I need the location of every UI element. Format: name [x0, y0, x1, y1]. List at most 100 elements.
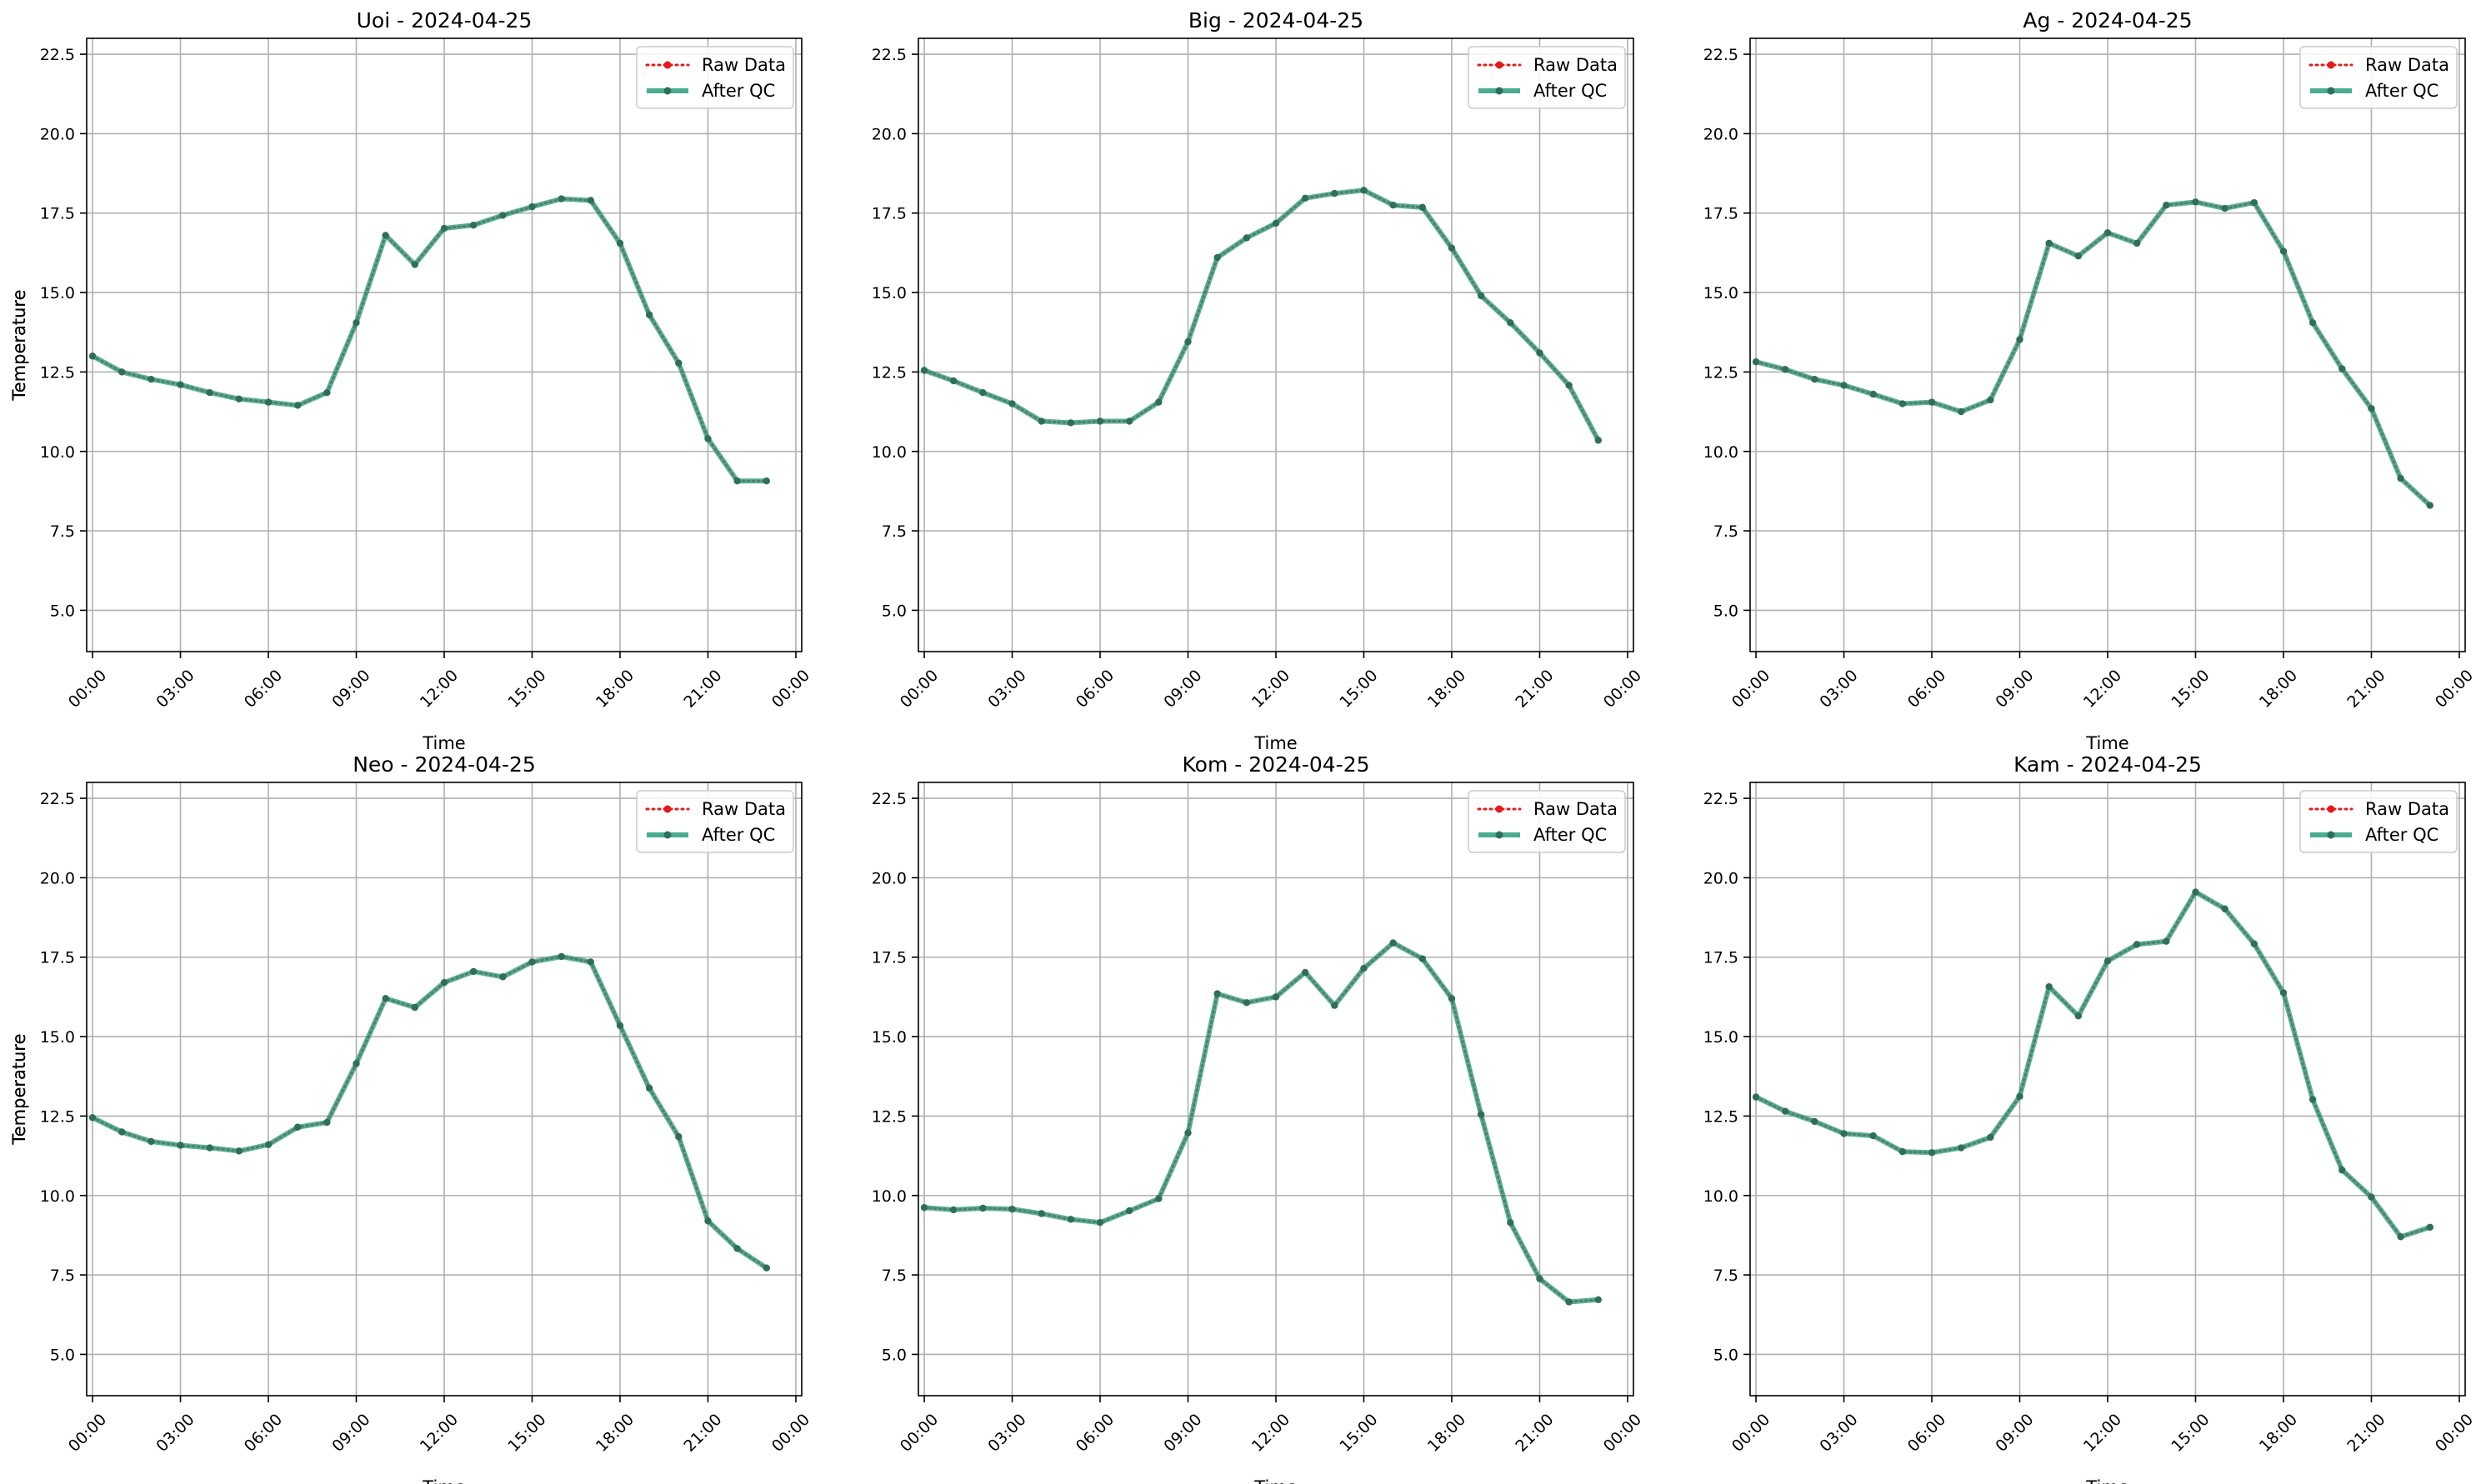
subplot-6: 00:00 03:00 06:00 09:00 12:00 15:00 18:00 21:00… — [9, 752, 2477, 1484]
y-tick-label: 12.5 — [872, 1107, 907, 1126]
after-qc-point — [645, 311, 653, 318]
after-qc-point — [1957, 1144, 1965, 1152]
after-qc-point — [1008, 1205, 1016, 1213]
after-qc-point — [558, 195, 565, 202]
after-qc-point — [1536, 1275, 1543, 1282]
after-qc-point — [1125, 1207, 1133, 1215]
legend-raw-marker — [1495, 805, 1503, 813]
x-tick-label: 09:00 — [328, 667, 373, 712]
x-tick-label: 00:00 — [1728, 667, 1773, 712]
after-qc-point — [235, 1147, 243, 1155]
after-qc-point — [440, 224, 448, 232]
legend-raw-marker — [1495, 61, 1503, 69]
legend-raw-label: Raw Data — [1533, 799, 1618, 819]
after-qc-point — [2192, 888, 2199, 896]
x-tick-label: 06:00 — [1073, 1411, 1118, 1456]
after-qc-point — [1781, 1107, 1789, 1115]
after-qc-point — [979, 1204, 987, 1212]
after-qc-point — [2016, 1092, 2023, 1100]
after-qc-point — [2045, 983, 2053, 991]
x-tick-label: 15:00 — [504, 667, 549, 712]
after-qc-point — [2163, 937, 2170, 945]
legend-raw-marker — [663, 61, 672, 69]
after-qc-point — [1389, 939, 1397, 947]
grid — [87, 38, 802, 652]
after-qc-point — [2279, 247, 2288, 255]
y-tick-label: 12.5 — [1703, 1107, 1738, 1126]
x-tick-label: 21:00 — [2343, 667, 2388, 712]
after-qc-point — [2308, 319, 2317, 327]
x-tick-label: 15:00 — [1336, 667, 1381, 712]
x-tick-label: 03:00 — [1816, 1411, 1861, 1456]
y-axis-label: Temperature — [9, 289, 29, 401]
x-tick-label: 00:00 — [2432, 1411, 2477, 1456]
chart-title: Uoi - 2024-04-25 — [357, 8, 533, 32]
after-qc-point — [2279, 989, 2288, 997]
after-qc-point — [1507, 1218, 1514, 1227]
after-qc-point — [206, 1144, 213, 1152]
x-tick-label: 18:00 — [593, 1411, 638, 1456]
after-qc-point — [558, 952, 565, 961]
after-qc-point — [2250, 940, 2258, 947]
x-tick-label: 18:00 — [1424, 1411, 1469, 1456]
after-qc-point — [1331, 189, 1338, 197]
after-qc-point — [949, 377, 958, 385]
x-tick-label: 00:00 — [1728, 1411, 1773, 1456]
chart-title: Big - 2024-04-25 — [1188, 8, 1363, 32]
y-tick-label: 17.5 — [40, 205, 75, 223]
after-qc-point — [1565, 382, 1573, 389]
after-qc-point — [1389, 202, 1397, 209]
y-tick-label: 5.0 — [1713, 602, 1738, 620]
y-tick-label: 17.5 — [1703, 949, 1738, 967]
after-qc-point — [382, 995, 389, 1002]
x-tick-label: 21:00 — [1512, 1411, 1557, 1456]
after-qc-point — [2133, 239, 2141, 247]
chart-title: Kom - 2024-04-25 — [1183, 752, 1370, 777]
after-qc-point — [763, 477, 771, 485]
after-qc-point — [920, 367, 928, 374]
after-qc-point — [1301, 194, 1309, 202]
x-tick-label: 06:00 — [1904, 1411, 1949, 1456]
after-qc-point — [1448, 995, 1456, 1002]
x-tick-label: 03:00 — [153, 667, 198, 712]
after-qc-point — [2103, 229, 2112, 237]
after-qc-point — [1811, 375, 1818, 383]
after-qc-point — [2221, 905, 2228, 912]
subplot-4: 00:00 03:00 06:00 09:00 12:00 15:00 18:00 21:00… — [9, 752, 813, 1484]
x-tick-label: 00:00 — [1600, 667, 1645, 712]
y-tick-label: 20.0 — [872, 869, 907, 887]
after-qc-point — [2045, 239, 2053, 247]
after-qc-point — [1840, 1130, 1848, 1137]
after-qc-point — [1840, 382, 1848, 389]
after-qc-point — [1987, 396, 1994, 404]
y-tick-label: 12.5 — [40, 363, 75, 382]
after-qc-point — [2397, 1233, 2404, 1241]
after-qc-point — [1243, 234, 1251, 242]
after-qc-point — [1008, 400, 1016, 407]
x-tick-label: 21:00 — [680, 667, 725, 712]
y-tick-label: 10.0 — [40, 1187, 75, 1206]
y-tick-label: 12.5 — [872, 363, 907, 382]
after-qc-point — [1507, 319, 1514, 327]
y-tick-label: 15.0 — [872, 1028, 907, 1047]
x-tick-label: 12:00 — [417, 1411, 462, 1456]
x-tick-label: 03:00 — [984, 1411, 1029, 1456]
after-qc-point — [949, 1206, 958, 1214]
after-qc-point — [587, 958, 595, 966]
after-qc-point — [2016, 336, 2023, 343]
x-tick-label: 09:00 — [1992, 1411, 2037, 1456]
after-qc-point — [2397, 474, 2404, 482]
legend-qc-marker — [1495, 831, 1503, 839]
after-qc-point — [1067, 1216, 1075, 1223]
legend: Raw Data After QC — [2299, 790, 2458, 853]
after-qc-point — [148, 1137, 155, 1146]
after-qc-point — [1067, 419, 1075, 427]
after-qc-point — [411, 1003, 419, 1012]
after-qc-point — [528, 958, 536, 966]
x-axis-label: Time — [1253, 733, 1297, 753]
after-qc-point — [616, 239, 624, 247]
legend: Raw Data After QC — [1468, 790, 1626, 853]
x-axis-label: Time — [1253, 1477, 1297, 1484]
y-tick-label: 20.0 — [40, 869, 75, 887]
after-qc-point — [675, 359, 683, 367]
